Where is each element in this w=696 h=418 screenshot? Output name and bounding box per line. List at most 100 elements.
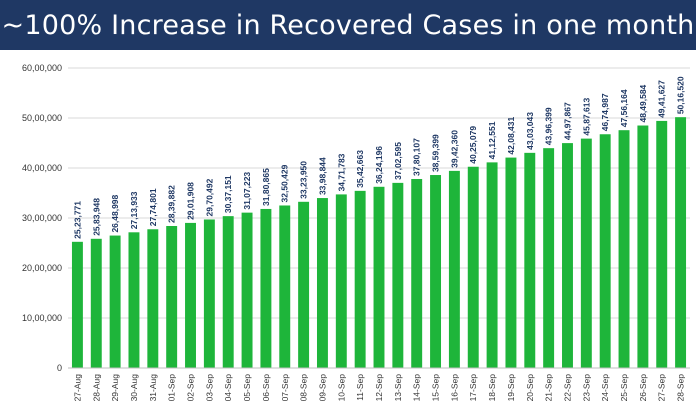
x-axis-ticks: 27-Aug 28-Aug 29-Aug 30-Aug 31-Aug 01-Sep 02-S… bbox=[72, 374, 685, 402]
bar bbox=[599, 134, 611, 368]
x-tick-label: 27-Aug bbox=[72, 374, 82, 402]
data-label: 25,23,771 bbox=[72, 201, 82, 239]
bar bbox=[109, 235, 121, 368]
x-tick-label: 17-Sep bbox=[468, 374, 478, 402]
x-tick-label: 12-Sep bbox=[374, 374, 384, 402]
bar bbox=[90, 238, 102, 368]
bar bbox=[354, 190, 366, 368]
data-label: 27,74,801 bbox=[148, 188, 158, 226]
data-label: 34,71,783 bbox=[336, 153, 346, 191]
data-labels: 25,23,771 25,83,948 26,48,998 27,13,933 27,7… bbox=[72, 76, 685, 239]
y-tick-label: 50,00,000 bbox=[22, 113, 62, 123]
bar bbox=[128, 232, 140, 368]
y-tick-label: 30,00,000 bbox=[22, 213, 62, 223]
bar bbox=[562, 143, 573, 368]
x-tick-label: 11-Sep bbox=[355, 374, 365, 401]
y-tick-label: 60,00,000 bbox=[22, 63, 62, 73]
recovered-cases-bar-chart: 0 10,00,000 20,00,000 30,00,000 40,00,000 50,… bbox=[22, 63, 690, 402]
x-tick-label: 21-Sep bbox=[544, 374, 554, 402]
x-tick-label: 29-Aug bbox=[110, 374, 120, 402]
x-tick-label: 16-Sep bbox=[449, 374, 459, 402]
x-tick-label: 15-Sep bbox=[431, 374, 441, 402]
data-label: 42,08,431 bbox=[506, 116, 516, 154]
bar bbox=[524, 152, 536, 368]
data-label: 28,39,882 bbox=[167, 185, 177, 223]
data-label: 41,12,551 bbox=[487, 121, 497, 159]
bar bbox=[448, 170, 460, 368]
data-label: 37,02,595 bbox=[393, 142, 403, 180]
data-label: 25,83,948 bbox=[91, 198, 101, 236]
x-tick-label: 30-Aug bbox=[129, 374, 139, 402]
bars bbox=[71, 117, 687, 369]
x-tick-label: 06-Sep bbox=[261, 374, 271, 402]
bar bbox=[580, 138, 592, 368]
x-tick-label: 09-Sep bbox=[317, 374, 327, 402]
data-label: 44,97,867 bbox=[562, 102, 572, 140]
data-label: 26,48,998 bbox=[110, 194, 120, 232]
x-tick-label: 18-Sep bbox=[487, 374, 497, 402]
x-tick-label: 03-Sep bbox=[204, 374, 214, 402]
x-tick-label: 31-Aug bbox=[148, 374, 158, 402]
bar bbox=[505, 157, 517, 368]
data-label: 29,01,908 bbox=[186, 182, 196, 220]
title-bar: ~100% Increase in Recovered Cases in one… bbox=[0, 0, 696, 50]
bar bbox=[222, 216, 234, 368]
bar bbox=[71, 241, 83, 368]
data-label: 31,80,865 bbox=[261, 168, 271, 206]
x-tick-label: 07-Sep bbox=[280, 374, 290, 402]
bar bbox=[260, 208, 272, 368]
data-label: 33,98,844 bbox=[317, 157, 327, 195]
y-axis-ticks: 0 10,00,000 20,00,000 30,00,000 40,00,000 50,… bbox=[22, 63, 62, 373]
bar bbox=[430, 175, 442, 368]
data-label: 27,13,933 bbox=[129, 191, 139, 229]
bar bbox=[543, 148, 555, 368]
data-label: 43,03,043 bbox=[525, 112, 535, 150]
data-label: 30,37,151 bbox=[223, 175, 233, 213]
chart-area: 0 10,00,000 20,00,000 30,00,000 40,00,000 50,… bbox=[0, 50, 696, 418]
x-tick-label: 28-Aug bbox=[91, 374, 101, 402]
bar bbox=[241, 212, 253, 368]
x-tick-label: 20-Sep bbox=[525, 374, 535, 402]
data-label: 40,25,079 bbox=[468, 126, 478, 164]
data-label: 31,07,223 bbox=[242, 172, 252, 210]
x-tick-label: 04-Sep bbox=[223, 374, 233, 402]
data-label: 39,42,360 bbox=[449, 130, 459, 168]
data-label: 45,87,613 bbox=[581, 98, 591, 136]
x-tick-label: 13-Sep bbox=[393, 374, 403, 402]
y-tick-label: 10,00,000 bbox=[22, 313, 62, 323]
chart-title: ~100% Increase in Recovered Cases in one… bbox=[1, 9, 695, 41]
x-tick-label: 23-Sep bbox=[581, 374, 591, 402]
bar bbox=[203, 219, 215, 368]
bar bbox=[185, 222, 196, 368]
data-label: 46,74,987 bbox=[600, 93, 610, 131]
x-tick-label: 05-Sep bbox=[242, 374, 252, 402]
y-tick-label: 0 bbox=[57, 363, 62, 373]
bar bbox=[335, 194, 347, 368]
x-tick-label: 27-Sep bbox=[657, 374, 667, 402]
bar bbox=[373, 186, 385, 368]
bar bbox=[316, 198, 328, 368]
bar bbox=[637, 125, 649, 368]
x-tick-label: 14-Sep bbox=[412, 374, 422, 402]
bar bbox=[392, 182, 404, 368]
data-label: 29,70,492 bbox=[204, 178, 214, 216]
data-label: 49,41,627 bbox=[657, 80, 667, 118]
bar bbox=[298, 201, 310, 368]
data-label: 48,49,584 bbox=[638, 84, 648, 122]
data-label: 36,24,196 bbox=[374, 146, 384, 184]
data-label: 50,16,520 bbox=[676, 76, 686, 114]
x-tick-label: 10-Sep bbox=[336, 374, 346, 402]
x-tick-label: 08-Sep bbox=[299, 374, 309, 402]
x-tick-label: 25-Sep bbox=[619, 374, 629, 402]
bar bbox=[486, 162, 498, 368]
data-label: 35,42,663 bbox=[355, 150, 365, 188]
bar bbox=[166, 226, 178, 368]
x-tick-label: 02-Sep bbox=[186, 374, 196, 402]
data-label: 32,50,429 bbox=[280, 164, 290, 202]
x-tick-label: 26-Sep bbox=[638, 374, 648, 402]
x-tick-label: 01-Sep bbox=[167, 374, 177, 402]
data-label: 37,80,107 bbox=[412, 138, 422, 176]
x-tick-label: 28-Sep bbox=[676, 374, 686, 402]
bar bbox=[467, 166, 479, 368]
bar bbox=[675, 117, 687, 368]
